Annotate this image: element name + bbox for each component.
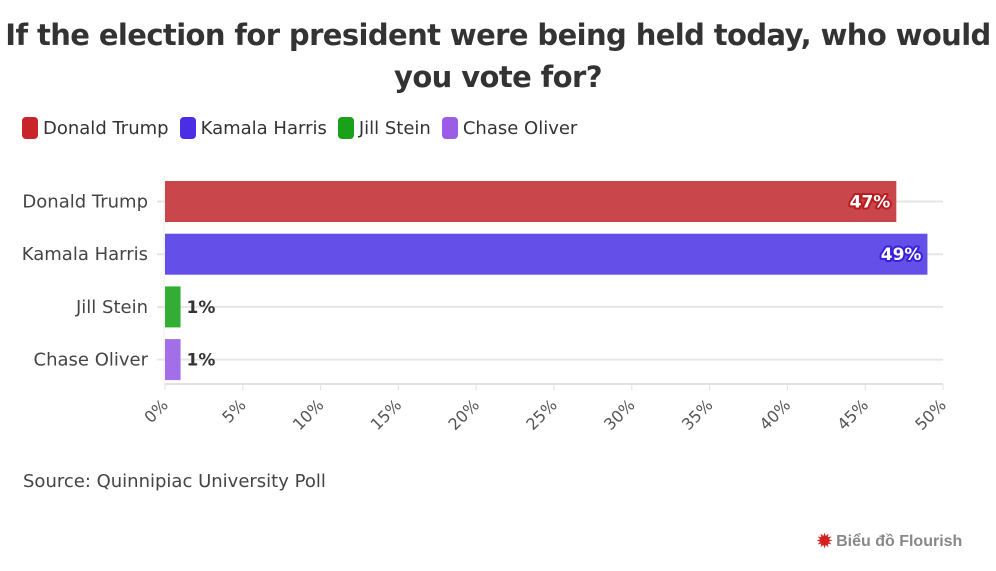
bar-value-label: 1% (187, 298, 216, 318)
x-tick-label: 35% (678, 395, 717, 434)
legend-swatch (337, 117, 354, 139)
bar (165, 233, 928, 275)
legend-item[interactable]: Kamala Harris (179, 117, 327, 139)
legend: Donald Trump Kamala Harris Jill Stein Chase… (22, 117, 588, 139)
legend-label: Jill Stein (358, 117, 431, 139)
category-label: Chase Oliver (34, 350, 149, 371)
credit-label: Biểu đồ Flourish (836, 532, 963, 550)
x-tick-label: 15% (367, 395, 406, 434)
legend-swatch (179, 117, 196, 139)
chart-title: If the election for president were being… (0, 14, 996, 98)
legend-swatch (441, 117, 458, 139)
chart-title-line2: you vote for? (394, 60, 602, 94)
x-tick-label: 5% (218, 395, 249, 426)
bar-value-label: 47% (850, 193, 891, 213)
legend-swatch (22, 117, 38, 139)
x-tick-label: 20% (444, 395, 483, 434)
x-tick-label: 40% (756, 395, 795, 434)
legend-label: Donald Trump (43, 117, 169, 139)
x-tick-label: 30% (600, 395, 639, 434)
x-tick-label: 10% (289, 395, 328, 434)
source-note: Source: Quinnipiac University Poll (23, 471, 326, 492)
bar (165, 339, 181, 381)
x-tick-label: 0% (140, 395, 171, 426)
category-label: Kamala Harris (22, 244, 148, 265)
legend-item[interactable]: Donald Trump (22, 117, 169, 139)
legend-label: Chase Oliver (462, 117, 578, 139)
x-tick-label: 50% (911, 395, 950, 434)
bar (165, 286, 181, 328)
flourish-credit-link[interactable]: ✹ Biểu đồ Flourish (817, 531, 962, 552)
x-tick-label: 25% (522, 395, 561, 434)
bar (165, 181, 897, 222)
chart-title-line1: If the election for president were being… (5, 18, 991, 52)
category-label: Donald Trump (22, 192, 148, 213)
legend-item[interactable]: Jill Stein (337, 117, 431, 139)
x-tick-label: 45% (833, 395, 872, 434)
flourish-burst-icon: ✹ (817, 531, 833, 551)
bar-value-label: 1% (187, 351, 216, 371)
legend-item[interactable]: Chase Oliver (441, 117, 578, 139)
legend-label: Kamala Harris (200, 117, 327, 139)
category-label: Jill Stein (75, 297, 148, 318)
bar-value-label: 49% (881, 245, 922, 265)
